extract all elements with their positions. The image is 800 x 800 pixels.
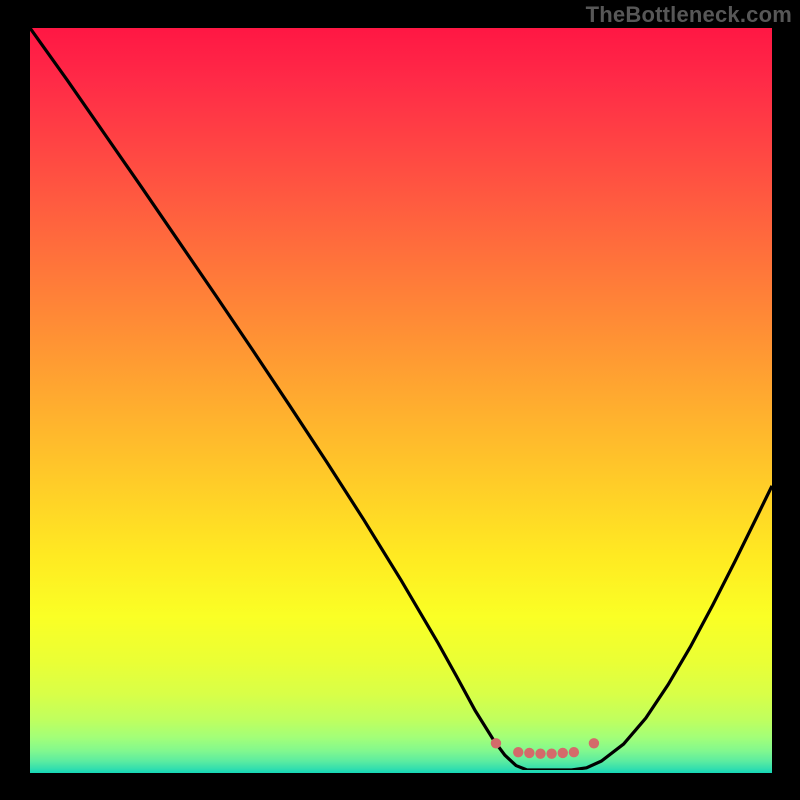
- optimal-point-marker: [535, 748, 545, 758]
- watermark-label: TheBottleneck.com: [586, 2, 792, 28]
- bottleneck-curve-path: [30, 28, 772, 770]
- optimal-point-marker: [491, 738, 501, 748]
- plot-area: [30, 28, 772, 773]
- optimal-point-marker: [589, 738, 599, 748]
- chart-frame: TheBottleneck.com: [0, 0, 800, 800]
- optimal-point-marker: [558, 748, 568, 758]
- optimal-point-marker: [513, 747, 523, 757]
- optimal-point-marker: [546, 748, 556, 758]
- bottleneck-curve: [30, 28, 772, 770]
- optimal-point-marker: [524, 748, 534, 758]
- optimal-point-marker: [569, 747, 579, 757]
